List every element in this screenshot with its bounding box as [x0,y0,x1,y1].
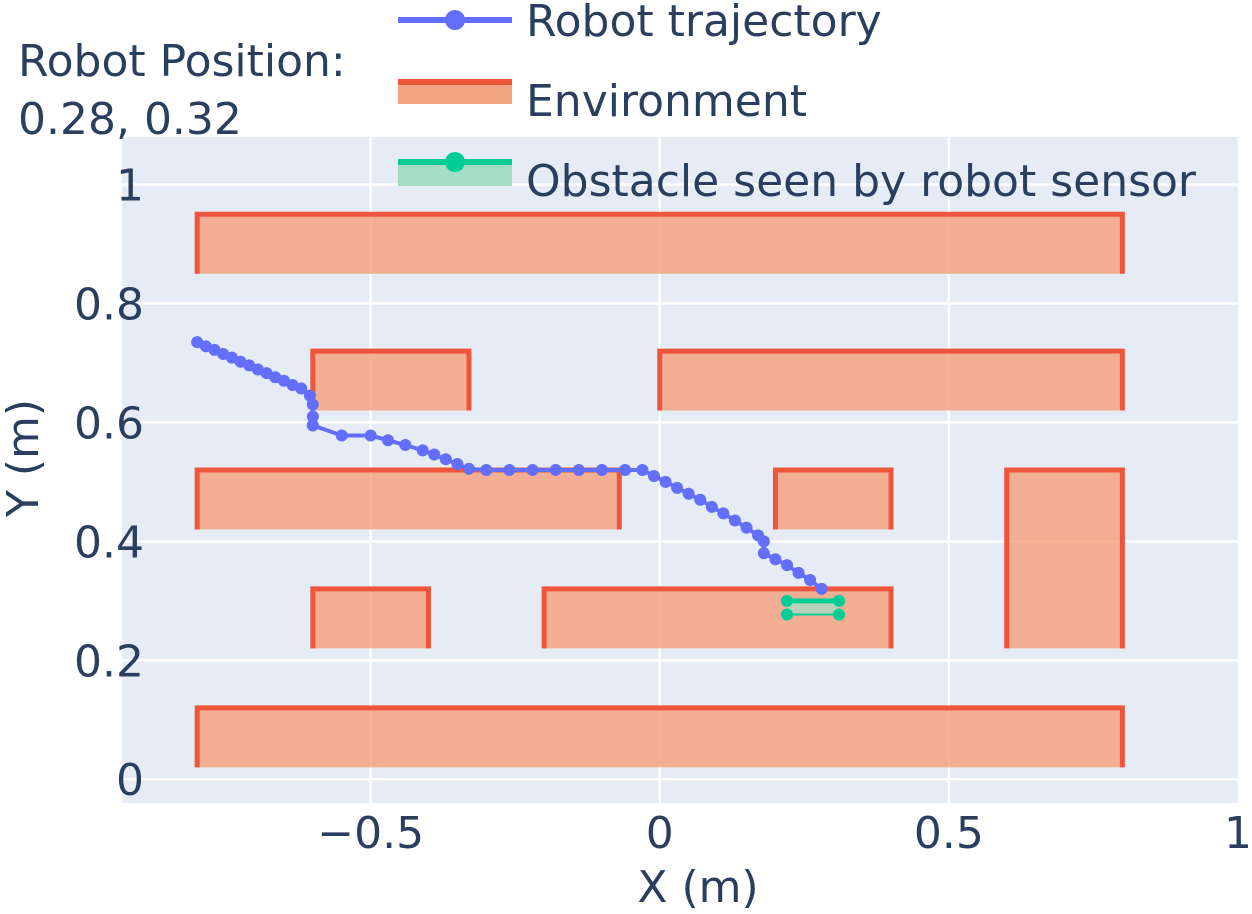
legend-item-obstacle[interactable]: Obstacle seen by robot sensor [398,152,1197,207]
environment-wall-outline [772,467,894,530]
trajectory-point [451,458,464,471]
obstacle-point [780,608,793,621]
environment-wall-fill [312,588,429,649]
trajectory-point [659,475,672,488]
environment-wall-fill [197,470,620,530]
x-tick-label: 0.5 [914,808,984,859]
trajectory-point [682,487,695,500]
environment-wall-fill [197,707,1123,768]
trajectory-point [671,481,684,494]
environment-wall-fill [659,351,1123,411]
trajectory-point [439,453,452,466]
y-tick-label: 0 [116,755,144,806]
environment-wall-outline [310,586,431,649]
trajectory-point [335,429,348,442]
legend-item-trajectory[interactable]: Robot trajectory [398,0,882,47]
trajectory-point [728,514,741,527]
trajectory-point [399,439,412,452]
legend-trajectory-marker [445,10,465,30]
robot-position-value: 0.28, 0.32 [18,94,242,145]
environment-wall-outline [194,705,1125,768]
y-tick-label: 0.2 [74,636,144,687]
x-tick-label: 1 [1224,808,1252,859]
obstacle-point [833,594,846,607]
trajectory-point [804,574,817,587]
trajectory-point [428,448,441,461]
trajectory-point [619,464,632,476]
trajectory-point [792,566,805,579]
trajectory-point [306,398,319,411]
trajectory-point [694,493,707,506]
environment-wall-fill [775,470,892,530]
obstacle-point [833,608,846,621]
trajectory-point [595,464,608,476]
trajectory-point [740,521,753,534]
obstacle-fill [786,600,840,615]
trajectory-point [306,410,319,423]
obstacle-series [780,594,846,621]
trajectory-series [191,336,828,595]
legend: Robot trajectory Environment Obstacle se… [398,0,1197,207]
x-axis-title: X (m) [637,862,758,913]
legend-trajectory-label: Robot trajectory [526,0,882,47]
y-tick-label: 1 [116,161,144,212]
legend-environment-label: Environment [526,76,807,127]
environment-walls [194,211,1125,768]
y-tick-label: 0.8 [74,280,144,331]
trajectory-point [295,382,308,395]
environment-wall-fill [197,214,1123,274]
trajectory-point [757,547,770,560]
trajectory-point [815,582,828,595]
trajectory-point [647,469,660,482]
trajectory-point [381,434,394,447]
y-tick-label: 0.6 [74,398,144,449]
x-tick-label: 0 [646,808,674,859]
environment-wall-outline [541,586,894,649]
legend-obstacle-marker [445,152,465,172]
trajectory-point [717,507,730,520]
robot-position-label: Robot Position: [18,36,346,87]
environment-wall-outline [657,348,1125,411]
trajectory-point [480,464,493,476]
legend-item-environment[interactable]: Environment [398,76,807,127]
obstacle-point [780,594,793,607]
environment-wall-outline [194,467,622,530]
y-axis-title: Y (m) [0,399,49,518]
environment-wall-outline [1004,467,1125,649]
trajectory-point [769,553,782,566]
y-tick-label: 0.4 [74,517,144,568]
environment-wall-fill [312,351,469,411]
trajectory-point [503,464,516,476]
environment-wall-fill [1006,470,1123,649]
x-tick-label: −0.5 [317,808,424,859]
trajectory-point [757,535,770,548]
environment-wall-outline [310,348,472,411]
axis-ticks: −0.5 0 0.5 1 0 0.2 0.4 0.6 0.8 1 [74,161,1252,859]
trajectory-point [572,464,585,476]
trajectory-point [526,464,539,476]
trajectory-point [364,429,377,442]
trajectory-point [705,500,718,513]
trajectory-point [636,464,649,476]
trajectory-point [306,419,319,432]
trajectory-point [416,444,429,457]
legend-obstacle-label: Obstacle seen by robot sensor [526,156,1197,207]
environment-wall-outline [194,211,1125,274]
trajectory-point [780,559,793,572]
trajectory-point [462,462,475,475]
trajectory-point [549,464,562,476]
